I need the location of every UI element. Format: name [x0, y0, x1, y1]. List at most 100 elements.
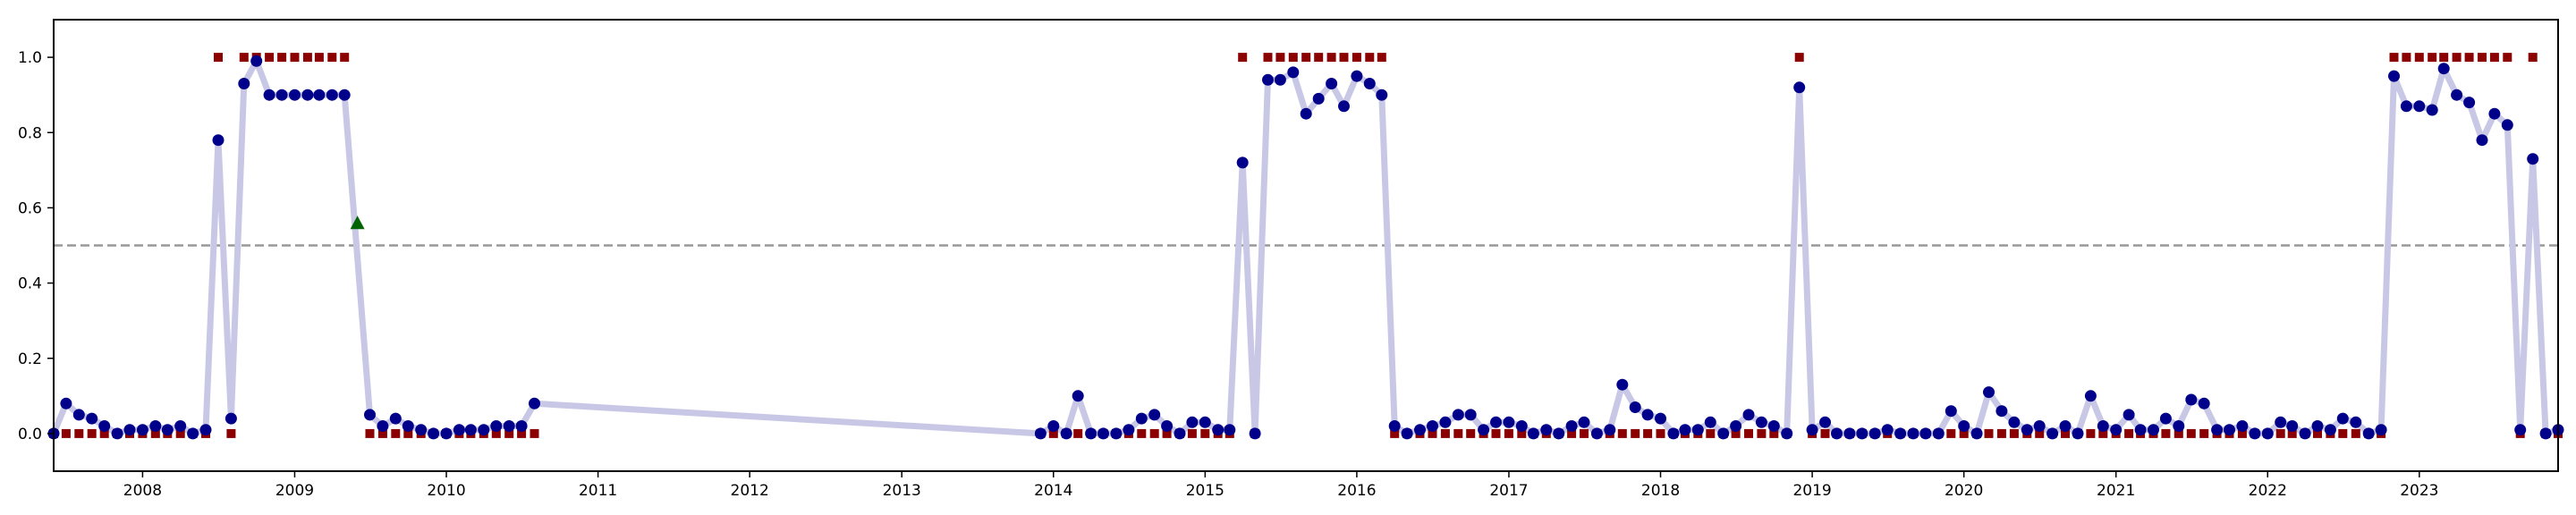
x-tick-label: 2009: [275, 482, 314, 500]
data-point: [2021, 424, 2033, 436]
square-marker: [214, 53, 223, 63]
data-point: [2527, 153, 2539, 165]
data-point: [1478, 424, 1490, 436]
data-point: [503, 420, 515, 432]
data-point: [1781, 427, 1793, 440]
square-marker: [2174, 428, 2183, 438]
data-point: [1047, 420, 1060, 432]
data-point: [2249, 427, 2261, 440]
data-point: [212, 134, 225, 147]
data-point: [2299, 427, 2311, 440]
data-point: [1907, 427, 1919, 440]
square-marker: [403, 428, 413, 438]
data-point: [453, 424, 465, 436]
data-point: [2123, 409, 2135, 421]
data-point: [1742, 409, 1755, 421]
data-point: [1655, 412, 1666, 425]
square-marker: [2503, 53, 2512, 63]
data-point: [1262, 73, 1274, 86]
data-point: [2336, 412, 2349, 425]
data-point: [1919, 427, 1932, 440]
square-marker: [1517, 428, 1527, 438]
square-marker: [1996, 428, 2006, 438]
data-point: [1503, 416, 1515, 428]
square-marker: [2528, 53, 2538, 63]
square-marker: [1794, 53, 1804, 63]
square-marker: [1567, 428, 1577, 438]
data-point: [1376, 89, 1388, 101]
square-marker: [2287, 428, 2297, 438]
data-point: [1604, 424, 1616, 436]
square-marker: [239, 53, 249, 63]
data-point: [1085, 427, 1097, 440]
data-point: [2134, 424, 2147, 436]
data-point: [1667, 427, 1680, 440]
data-point: [2072, 427, 2084, 440]
data-point: [1490, 416, 1502, 428]
square-marker: [1744, 428, 1753, 438]
square-marker: [1946, 428, 1956, 438]
square-marker: [99, 428, 109, 438]
data-point: [2097, 420, 2109, 432]
data-point: [1755, 416, 1767, 428]
data-point: [2148, 424, 2159, 436]
x-tick-label: 2018: [1641, 482, 1680, 500]
data-point: [263, 89, 275, 101]
square-marker: [1162, 428, 1172, 438]
data-point: [364, 409, 376, 421]
square-marker: [504, 428, 514, 438]
data-point: [161, 424, 174, 436]
data-point: [225, 412, 237, 425]
square-marker: [1643, 428, 1653, 438]
data-point: [490, 420, 503, 432]
data-point: [1123, 424, 1135, 436]
data-point: [1300, 107, 1312, 120]
square-marker: [1301, 53, 1311, 63]
data-point: [1996, 405, 2008, 418]
data-point: [2400, 100, 2412, 113]
data-point: [1236, 156, 1249, 169]
data-point: [60, 397, 72, 409]
data-point: [1856, 427, 1868, 440]
data-point: [1553, 427, 1565, 440]
square-marker: [1238, 53, 1248, 63]
square-marker: [1706, 428, 1716, 438]
data-point: [2198, 397, 2210, 409]
data-point: [2476, 134, 2488, 147]
data-point: [2426, 104, 2438, 116]
square-marker: [377, 428, 387, 438]
data-point: [2286, 420, 2299, 432]
data-point: [1819, 416, 1831, 428]
data-point: [1135, 412, 1148, 425]
data-point: [1439, 416, 1452, 428]
x-tick-label: 2019: [1792, 482, 1831, 500]
data-point: [2236, 420, 2249, 432]
square-marker: [1137, 428, 1147, 438]
x-tick-label: 2021: [2097, 482, 2135, 500]
square-marker: [1377, 53, 1386, 63]
data-point: [1945, 405, 1957, 418]
square-marker: [265, 53, 275, 63]
data-point: [2084, 390, 2097, 402]
x-tick-label: 2023: [2400, 482, 2438, 500]
data-point: [2159, 412, 2172, 425]
data-point: [1338, 100, 1350, 113]
data-point: [377, 420, 389, 432]
data-point: [428, 427, 440, 440]
data-point: [2437, 63, 2450, 75]
square-marker: [1769, 428, 1779, 438]
data-point: [111, 427, 123, 440]
data-point: [1691, 424, 1704, 436]
data-point: [1868, 427, 1881, 440]
data-point: [123, 424, 136, 436]
square-marker: [2009, 428, 2019, 438]
square-marker: [491, 428, 501, 438]
data-point: [402, 420, 414, 432]
y-tick-label: 0.0: [18, 426, 42, 443]
data-point: [1704, 416, 1716, 428]
x-tick-label: 2017: [1489, 482, 1528, 500]
data-point: [1843, 427, 1856, 440]
data-point: [1793, 81, 1806, 94]
data-point: [1110, 427, 1123, 440]
data-point: [1932, 427, 1945, 440]
